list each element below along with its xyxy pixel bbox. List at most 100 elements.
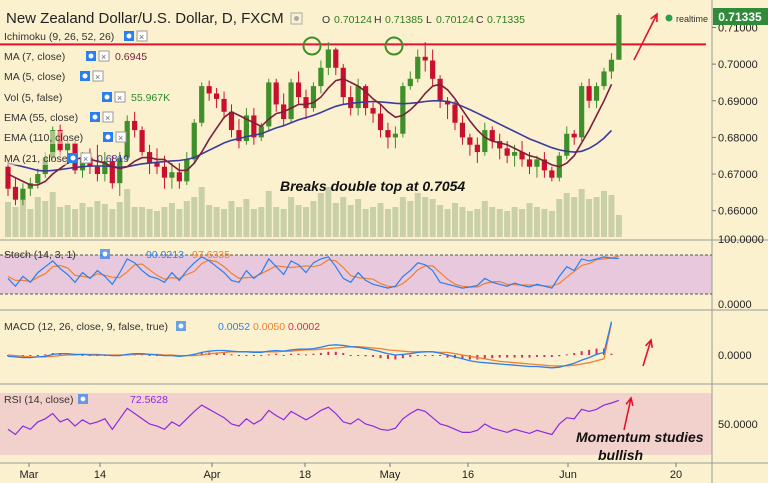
volume-bar: [310, 201, 317, 237]
candle-body: [199, 86, 205, 123]
candle-body: [452, 104, 458, 123]
date-tick-label: 20: [670, 469, 682, 481]
macd-histogram-bar: [468, 355, 471, 360]
candle-body: [94, 166, 100, 175]
candle-body: [251, 115, 257, 138]
indicator-remove-icon[interactable]: ×: [98, 50, 110, 62]
pane-settings-icon[interactable]: [100, 249, 110, 259]
volume-bar: [131, 207, 138, 237]
candle-body: [169, 172, 175, 178]
volume-bar: [474, 209, 481, 237]
macd-histogram-bar: [543, 355, 546, 357]
indicator-settings-icon[interactable]: [102, 92, 112, 102]
volume-bar: [608, 195, 615, 237]
rsi-line: [7, 399, 620, 436]
indicator-value: 0.6945: [115, 51, 147, 63]
pane-settings-icon[interactable]: [78, 394, 88, 404]
double-top-marker-1: [302, 36, 322, 56]
candle-body: [392, 133, 398, 138]
volume-bar: [407, 201, 414, 237]
candle-body: [512, 152, 518, 156]
price-tick-label: 0.70000: [718, 59, 758, 71]
macd-histogram-bar: [81, 355, 84, 356]
stoch-label: Stoch (14, 3, 1): [4, 249, 76, 261]
pane-settings-icon[interactable]: [176, 321, 186, 331]
candle-body: [407, 78, 413, 87]
ohlc-c-label: C: [476, 14, 484, 26]
macd-histogram-bar: [379, 355, 382, 359]
macd-value-1: 0.0052: [218, 321, 250, 333]
volume-bar: [72, 209, 79, 237]
macd-histogram-bar: [334, 351, 337, 355]
price-tick-label: 0.69000: [718, 96, 758, 108]
candle-body: [489, 130, 495, 142]
indicator-remove-icon[interactable]: ×: [115, 131, 127, 143]
macd-histogram-bar: [610, 353, 613, 355]
indicator-label: Ichimoku (9, 26, 52, 26): [4, 31, 114, 43]
indicator-remove-icon[interactable]: ×: [136, 30, 148, 42]
volume-bar: [79, 203, 86, 237]
indicator-remove-icon[interactable]: ×: [114, 91, 126, 103]
ma21-line: [7, 100, 613, 172]
candle-body: [482, 130, 488, 153]
indicator-settings-icon[interactable]: [68, 153, 78, 163]
indicator-label-bg: [2, 70, 79, 83]
stoch-k-line: [7, 256, 619, 289]
price-tick-label: 0.67000: [718, 169, 758, 181]
volume-bar: [340, 197, 347, 237]
macd-histogram-bar: [461, 355, 464, 359]
candle-body: [437, 78, 443, 101]
momentum-annotation-line-2: bullish: [598, 447, 643, 463]
candle-body: [27, 183, 33, 189]
indicator-remove-icon[interactable]: ×: [92, 70, 104, 82]
volume-bar: [615, 215, 622, 237]
indicator-remove-icon[interactable]: ×: [80, 152, 92, 164]
macd-histogram-bar: [446, 355, 449, 358]
volume-bar: [362, 209, 369, 237]
ohlc-o-label: O: [322, 14, 330, 26]
indicator-settings-icon[interactable]: [103, 132, 113, 142]
candle-body: [616, 15, 622, 60]
volume-bar: [183, 201, 190, 237]
macd-histogram-bar: [305, 354, 307, 356]
svg-text:×: ×: [95, 72, 100, 82]
volume-bar: [243, 199, 250, 237]
macd-histogram-bar: [424, 355, 427, 356]
volume-bar: [511, 207, 518, 237]
candle-body: [236, 130, 242, 142]
indicator-settings-icon[interactable]: [80, 71, 90, 81]
chart-title-settings-icon[interactable]: [290, 12, 303, 25]
candle-body: [340, 67, 346, 98]
svg-text:×: ×: [101, 52, 106, 62]
volume-bar: [586, 199, 593, 237]
volume-bar: [504, 211, 511, 237]
candle-body: [534, 159, 540, 167]
indicator-label: MA (21, close): [4, 153, 71, 165]
chart-title: New Zealand Dollar/U.S. Dollar, D, FXCM: [6, 10, 284, 27]
indicator-label-bg: [2, 111, 89, 124]
candle-body: [228, 111, 235, 131]
stoch-value-1: 90.9213: [146, 249, 184, 261]
double-top-marker-2: [384, 36, 404, 56]
indicator-remove-icon[interactable]: ×: [102, 111, 114, 123]
macd-histogram-bar: [252, 355, 255, 356]
indicator-settings-icon[interactable]: [86, 51, 96, 61]
volume-bar: [139, 207, 146, 237]
volume-bar: [384, 209, 391, 237]
svg-text:×: ×: [139, 32, 144, 42]
volume-bar: [64, 205, 71, 237]
indicator-label-bg: [2, 91, 101, 104]
volume-bar: [258, 207, 265, 237]
macd-histogram-bar: [297, 353, 300, 355]
macd-histogram-bar: [44, 354, 47, 356]
macd-histogram-bar: [342, 353, 345, 355]
indicator-legend: Ichimoku (9, 26, 52, 26) × MA (7, close) × 0…: [2, 30, 186, 404]
macd-histogram-bar: [319, 353, 322, 355]
candle-body: [526, 159, 533, 167]
volume-bar: [399, 197, 406, 237]
indicator-settings-icon[interactable]: [90, 112, 100, 122]
indicator-settings-icon[interactable]: [124, 31, 134, 41]
candle-body: [295, 82, 302, 98]
volume-bar: [191, 197, 198, 237]
